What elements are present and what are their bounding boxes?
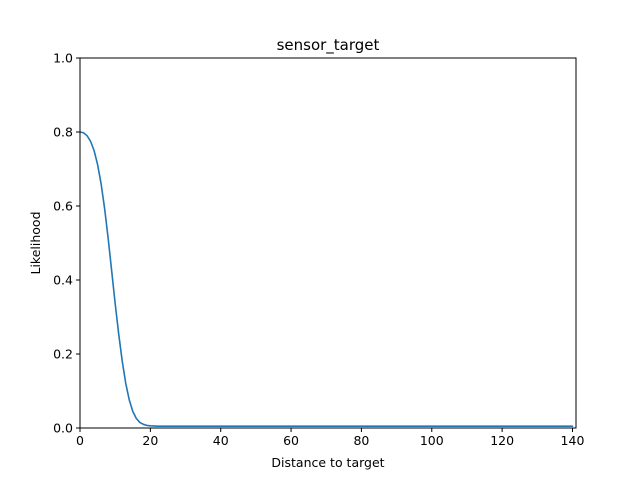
series-line-0 (79, 131, 574, 427)
y-tick-label: 0.2 (53, 347, 73, 362)
x-tick-label: 0 (76, 433, 84, 448)
plot-area (79, 131, 574, 427)
x-tick-label: 80 (353, 433, 369, 448)
y-tick-label: 0.6 (53, 199, 73, 214)
y-tick-label: 0.8 (53, 125, 73, 140)
x-tick-label: 60 (283, 433, 299, 448)
x-tick-label: 120 (490, 433, 514, 448)
x-axis-label: Distance to target (271, 455, 384, 470)
x-tick-label: 40 (213, 433, 229, 448)
axis-ticks: 0 20 40 60 80 100 120 140 0.0 0.2 0.4 0.6 0.8 1.0 (53, 51, 584, 449)
chart-title: sensor_target (277, 36, 380, 55)
y-tick-label: 0.4 (53, 273, 73, 288)
y-tick-label: 0.0 (53, 421, 73, 436)
y-tick-label: 1.0 (53, 51, 73, 66)
x-tick-label: 140 (561, 433, 585, 448)
axes-frame (79, 57, 577, 429)
x-tick-label: 100 (420, 433, 444, 448)
y-axis-label: Likelihood (28, 211, 43, 274)
x-tick-label: 20 (142, 433, 158, 448)
